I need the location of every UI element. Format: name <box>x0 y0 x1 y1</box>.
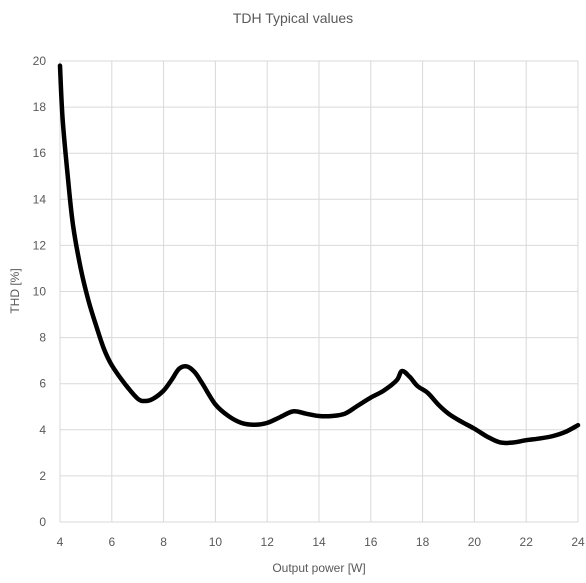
x-tick-label: 4 <box>57 535 64 549</box>
y-tick-label: 2 <box>39 469 46 483</box>
y-tick-label: 0 <box>39 515 46 529</box>
y-tick-label: 18 <box>33 100 47 114</box>
x-tick-label: 22 <box>520 535 534 549</box>
x-tick-label: 14 <box>312 535 326 549</box>
x-tick-label: 8 <box>160 535 167 549</box>
x-tick-label: 12 <box>261 535 275 549</box>
x-tick-label: 18 <box>416 535 430 549</box>
chart-title: TDH Typical values <box>233 10 353 26</box>
y-tick-label: 8 <box>39 331 46 345</box>
plot-area <box>57 63 581 446</box>
x-tick-label: 24 <box>571 535 585 549</box>
x-axis-ticks: 4 6 8 10 12 14 16 18 20 22 24 <box>57 535 585 549</box>
x-tick-label: 20 <box>468 535 482 549</box>
y-tick-label: 16 <box>33 146 47 160</box>
x-axis-title: Output power [W] <box>272 561 365 575</box>
grid <box>59 60 579 523</box>
y-tick-label: 4 <box>39 423 46 437</box>
y-tick-label: 14 <box>33 192 47 206</box>
x-tick-label: 6 <box>108 535 115 549</box>
x-tick-label: 10 <box>209 535 223 549</box>
y-tick-label: 6 <box>39 377 46 391</box>
y-tick-label: 20 <box>33 54 47 68</box>
x-tick-label: 16 <box>364 535 378 549</box>
y-tick-label: 12 <box>33 238 47 252</box>
y-axis-title: THD [%] <box>8 268 22 313</box>
y-tick-label: 10 <box>33 285 47 299</box>
series-line-thd <box>57 63 581 446</box>
y-axis-ticks: 0 2 4 6 8 10 12 14 16 18 20 <box>33 54 47 529</box>
